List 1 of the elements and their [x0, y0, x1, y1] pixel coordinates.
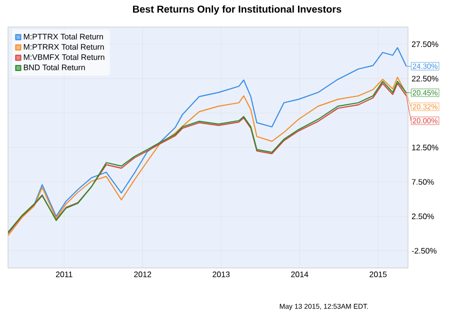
chart-title: Best Returns Only for Institutional Investors: [133, 5, 342, 15]
